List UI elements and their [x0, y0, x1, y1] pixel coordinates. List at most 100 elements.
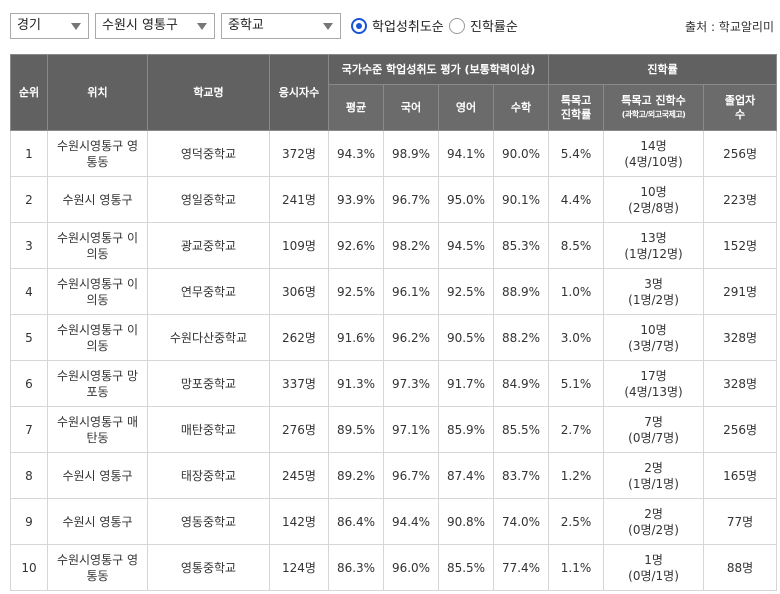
cell-school: 광교중학교 [147, 222, 270, 269]
cell-math: 74.0% [492, 498, 550, 545]
cell-rank: 4 [10, 268, 48, 315]
special-count-breakdown: (0명/1명) [628, 568, 679, 583]
cell-location: 수원시영통구 망 포동 [47, 360, 148, 407]
cell-korean: 96.7% [383, 452, 439, 499]
school-type-select[interactable]: 중학교 [221, 13, 341, 39]
table-row: 9 수원시 영통구 영동중학교 142명 86.4% 94.4% 90.8% 74.0% 2.5… [10, 498, 778, 545]
cell-school: 영동중학교 [147, 498, 270, 545]
header-graduates-line2: 수 [734, 107, 746, 121]
cell-graduates: 328명 [703, 360, 778, 407]
cell-math: 85.5% [492, 406, 550, 453]
cell-graduates: 256명 [703, 130, 778, 177]
cell-rank: 7 [10, 406, 48, 453]
cell-special-count: 13명 (1명/12명) [603, 222, 705, 269]
special-count-breakdown: (4명/13명) [624, 384, 683, 399]
school-ranking-table: 순위 위치 학교명 응시자수 국가수준 학업성취도 평가 (보통학력이상) 진학… [10, 54, 778, 591]
cell-special-rate: 8.5% [548, 222, 605, 269]
header-graduates: 졸업자 수 [703, 84, 778, 131]
header-korean: 국어 [383, 84, 439, 131]
location-line1: 수원시영통구 영 [56, 552, 139, 567]
cell-math: 83.7% [492, 452, 550, 499]
cell-korean: 96.2% [383, 314, 439, 361]
special-count-breakdown: (3명/7명) [628, 338, 679, 353]
location-line2: 의동 [86, 246, 109, 261]
header-special-rate-line2: 진학률 [560, 107, 592, 121]
cell-korean: 98.9% [383, 130, 439, 177]
special-count-total: 17명 [640, 368, 667, 383]
cell-school: 매탄중학교 [147, 406, 270, 453]
special-count-total: 3명 [644, 276, 663, 291]
cell-school: 태장중학교 [147, 452, 270, 499]
cell-special-count: 17명 (4명/13명) [603, 360, 705, 407]
region-select[interactable]: 경기 [10, 13, 89, 39]
special-count-breakdown: (2명/8명) [628, 200, 679, 215]
cell-school: 영일중학교 [147, 176, 270, 223]
cell-korean: 96.7% [383, 176, 439, 223]
special-count-total: 10명 [640, 322, 667, 337]
cell-special-rate: 3.0% [548, 314, 605, 361]
table-row: 4 수원시영통구 이 의동 연무중학교 306명 92.5% 96.1% 92.5% 88.9%… [10, 268, 778, 315]
special-count-total: 14명 [640, 138, 667, 153]
cell-english: 94.5% [438, 222, 494, 269]
cell-avg: 91.6% [328, 314, 384, 361]
cell-korean: 96.1% [383, 268, 439, 315]
location-line2: 통동 [86, 568, 109, 583]
radio-unselected-icon [449, 17, 465, 34]
header-school: 학교명 [147, 54, 270, 131]
cell-school: 연무중학교 [147, 268, 270, 315]
cell-special-rate: 1.2% [548, 452, 605, 499]
location-line2: 의동 [86, 338, 109, 353]
chevron-down-icon [71, 23, 81, 30]
location-line1: 수원시 영통구 [62, 468, 133, 483]
cell-test-takers: 262명 [269, 314, 329, 361]
cell-graduates: 77명 [703, 498, 778, 545]
cell-location: 수원시영통구 영 통동 [47, 544, 148, 591]
cell-math: 90.0% [492, 130, 550, 177]
cell-graduates: 328명 [703, 314, 778, 361]
special-count-total: 1명 [644, 552, 663, 567]
table-row: 10 수원시영통구 영 통동 영통중학교 124명 86.3% 96.0% 85.5% 77.4… [10, 544, 778, 591]
header-special-count-line1: 특목고 진학수 [621, 93, 686, 107]
cell-english: 85.9% [438, 406, 494, 453]
header-graduates-line1: 졸업자 [724, 93, 756, 107]
cell-graduates: 223명 [703, 176, 778, 223]
header-location: 위치 [47, 54, 148, 131]
cell-avg: 89.5% [328, 406, 384, 453]
location-line1: 수원시 영통구 [62, 192, 133, 207]
location-line1: 수원시영통구 이 [56, 322, 139, 337]
cell-special-rate: 2.5% [548, 498, 605, 545]
cell-english: 90.5% [438, 314, 494, 361]
header-special-count: 특목고 진학수 (과학고/외고국제고) [603, 84, 705, 131]
special-count-breakdown: (1명/12명) [624, 246, 683, 261]
cell-special-rate: 5.4% [548, 130, 605, 177]
sort-achievement-radio[interactable]: 학업성취도순 [351, 16, 444, 35]
cell-school: 수원다산중학교 [147, 314, 270, 361]
cell-rank: 3 [10, 222, 48, 269]
location-line2: 탄동 [86, 430, 109, 445]
district-select[interactable]: 수원시 영통구 [95, 13, 215, 39]
cell-location: 수원시영통구 이 의동 [47, 314, 148, 361]
special-count-total: 2명 [644, 506, 663, 521]
location-line2: 통동 [86, 154, 109, 169]
header-avg: 평균 [328, 84, 384, 131]
sort-advancement-radio[interactable]: 진학률순 [449, 16, 518, 35]
cell-avg: 91.3% [328, 360, 384, 407]
header-test-takers: 응시자수 [269, 54, 329, 131]
cell-rank: 1 [10, 130, 48, 177]
cell-math: 85.3% [492, 222, 550, 269]
cell-location: 수원시영통구 영 통동 [47, 130, 148, 177]
special-count-breakdown: (0명/2명) [628, 522, 679, 537]
cell-test-takers: 109명 [269, 222, 329, 269]
cell-special-rate: 1.0% [548, 268, 605, 315]
cell-special-rate: 2.7% [548, 406, 605, 453]
cell-english: 95.0% [438, 176, 494, 223]
location-line2: 포동 [86, 384, 109, 399]
chevron-down-icon [323, 23, 333, 30]
cell-special-rate: 5.1% [548, 360, 605, 407]
header-special-count-line2: (과학고/외고국제고) [621, 109, 686, 119]
table-row: 1 수원시영통구 영 통동 영덕중학교 372명 94.3% 98.9% 94.1% 90.0%… [10, 130, 778, 177]
cell-location: 수원시영통구 매 탄동 [47, 406, 148, 453]
sort-advancement-label: 진학률순 [470, 20, 518, 35]
cell-rank: 8 [10, 452, 48, 499]
cell-english: 92.5% [438, 268, 494, 315]
